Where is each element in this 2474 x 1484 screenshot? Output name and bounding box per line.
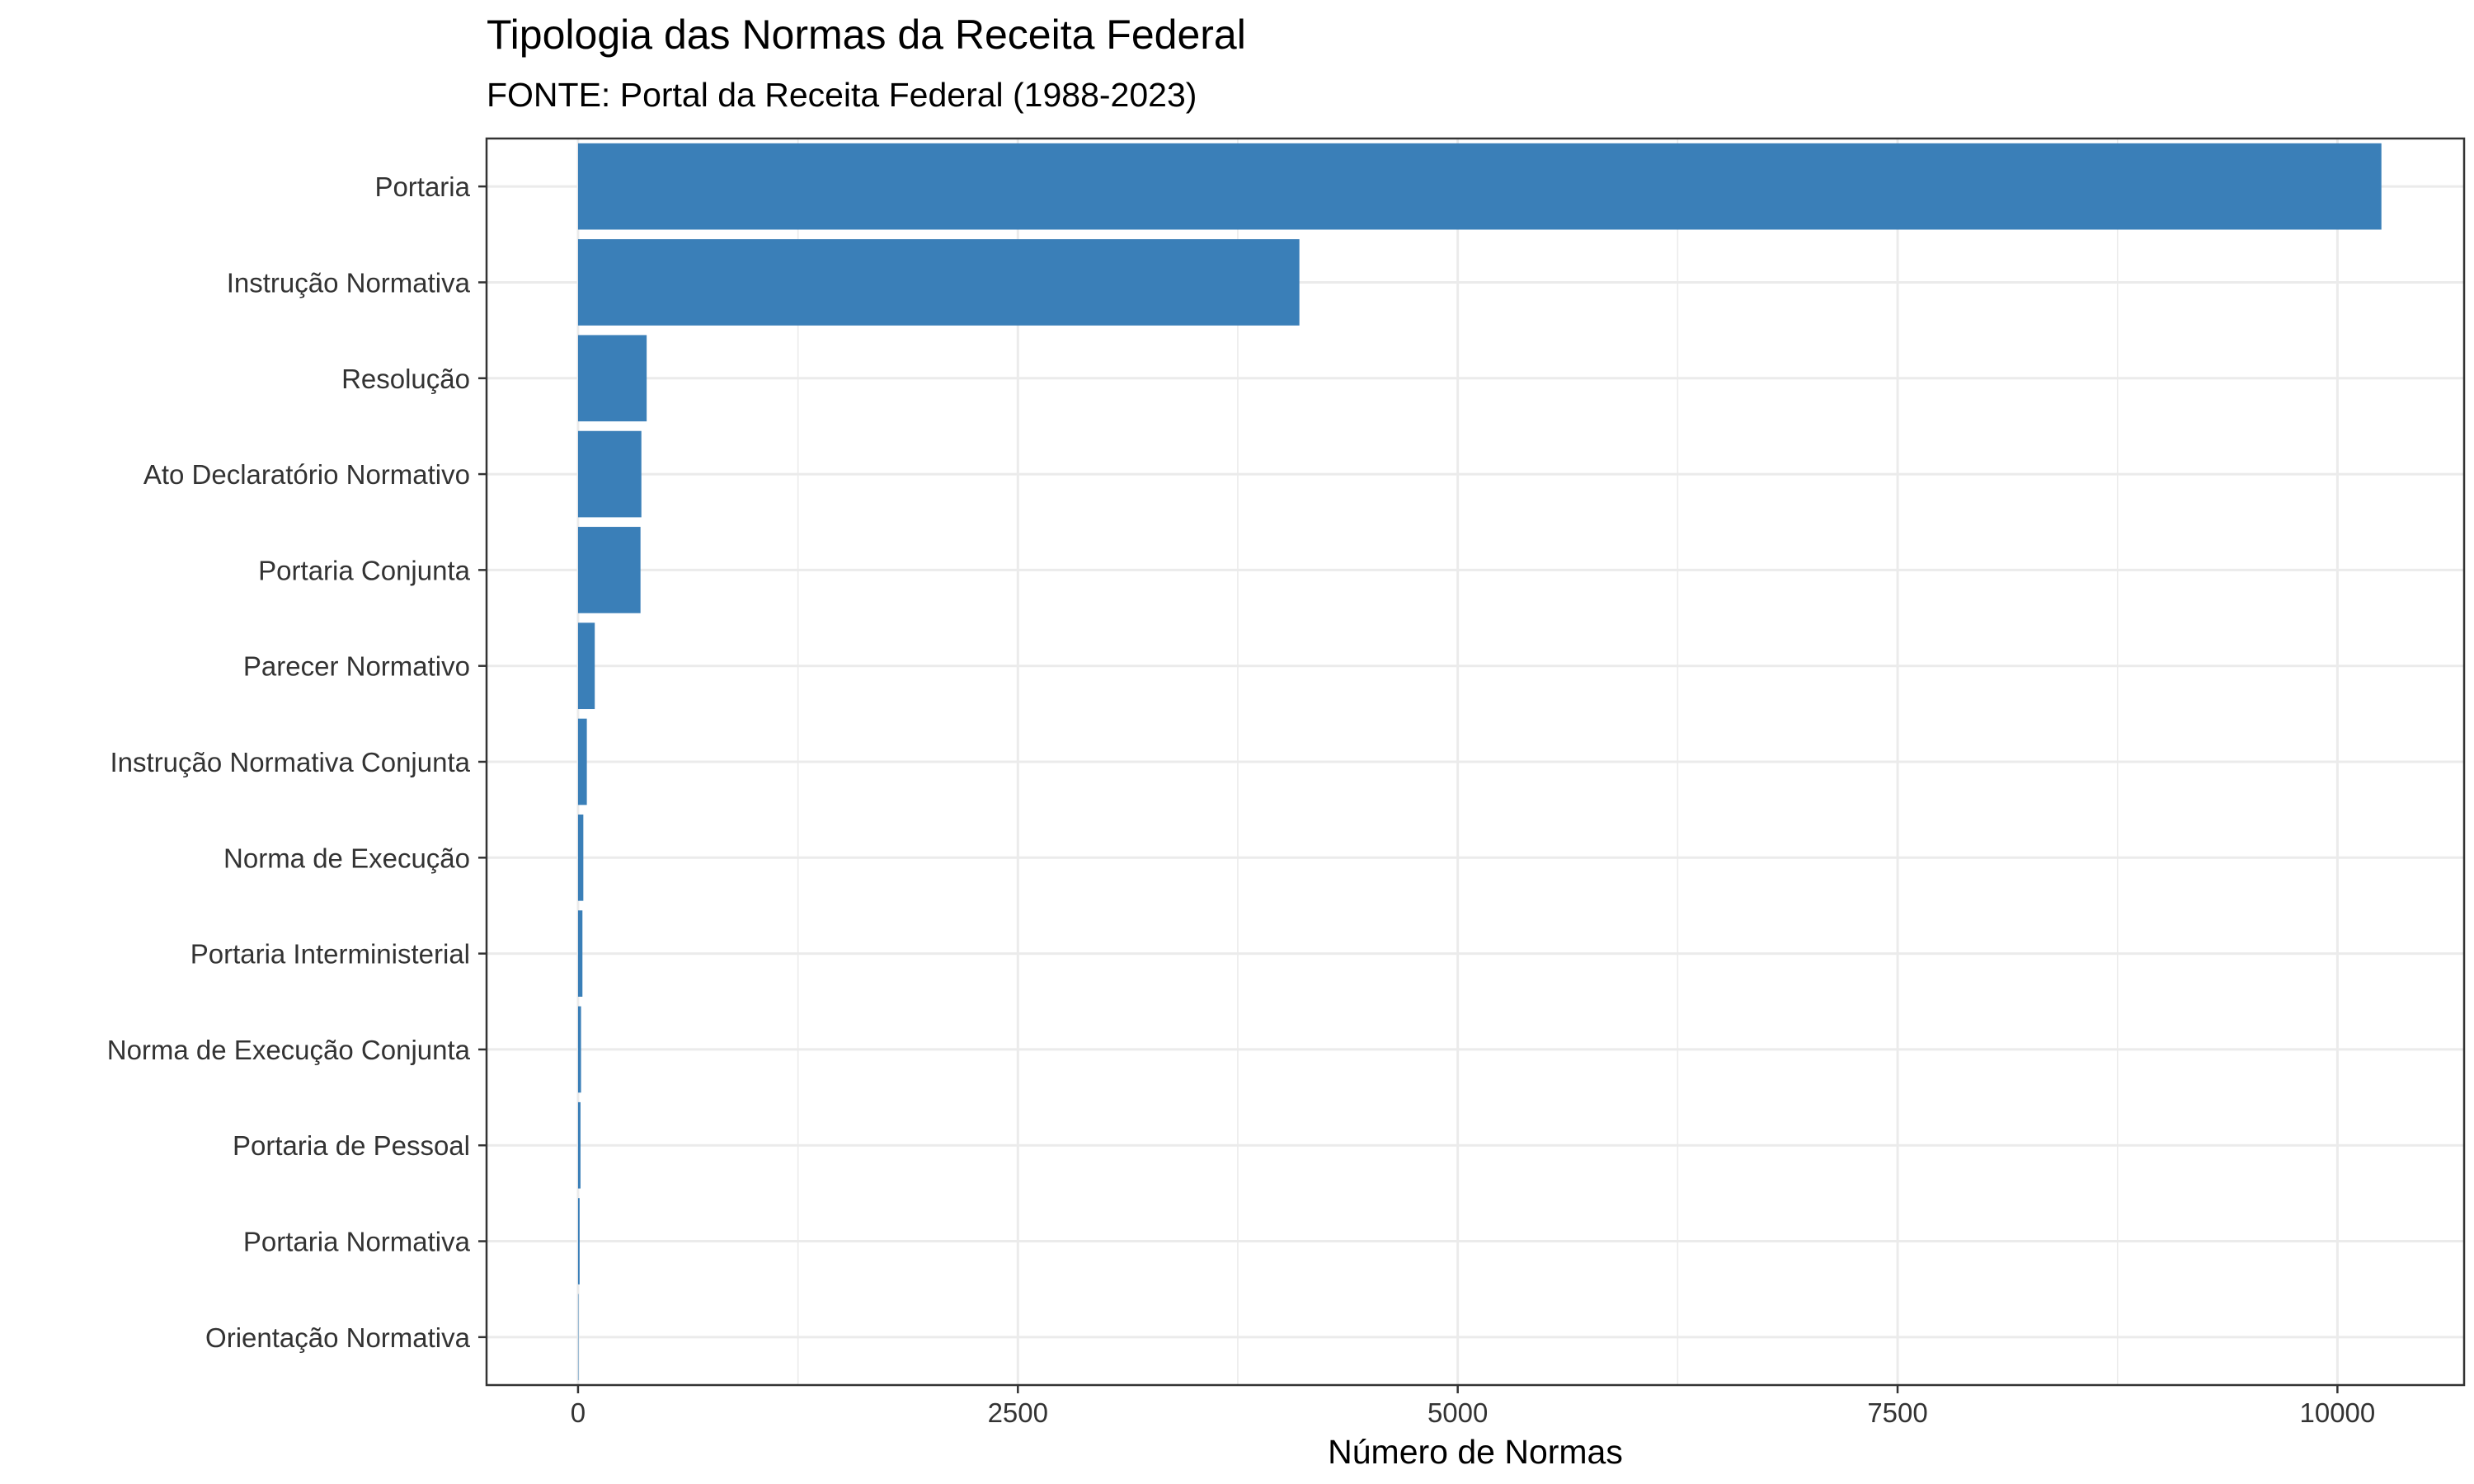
- bar: [577, 718, 587, 805]
- bar: [577, 814, 584, 901]
- y-tick-label: Portaria Conjunta: [258, 555, 470, 585]
- x-tick-label: 0: [571, 1397, 586, 1428]
- x-tick-label: 5000: [1427, 1397, 1488, 1428]
- y-tick-label: Norma de Execução: [223, 843, 470, 873]
- bar: [577, 1101, 581, 1189]
- y-tick-label: Ato Declaratório Normativo: [143, 459, 470, 490]
- y-tick-label: Resolução: [341, 364, 470, 394]
- y-tick-label: Parecer Normativo: [243, 651, 470, 682]
- x-axis-title: Número de Normas: [1328, 1433, 1623, 1471]
- y-tick-label: Instrução Normativa: [227, 267, 471, 298]
- bar: [577, 143, 2382, 230]
- bar: [577, 910, 583, 997]
- y-tick-label: Portaria de Pessoal: [233, 1130, 470, 1161]
- y-tick-label: Norma de Execução Conjunta: [107, 1035, 471, 1065]
- x-tick-label: 10000: [2300, 1397, 2376, 1428]
- bar: [577, 1198, 580, 1284]
- chart-title: Tipologia das Normas da Receita Federal: [487, 12, 1246, 58]
- bar: [577, 622, 595, 710]
- bar: [577, 1294, 579, 1381]
- x-tick-label: 7500: [1867, 1397, 1927, 1428]
- plot-area: Portaria Instrução Normativa Resolução Ato …: [107, 137, 2466, 1428]
- bar: [577, 335, 647, 422]
- bar: [577, 430, 642, 518]
- bar: [577, 239, 1300, 326]
- x-tick-label: 2500: [988, 1397, 1048, 1428]
- y-tick-label: Instrução Normativa Conjunta: [110, 747, 470, 777]
- y-tick-label: Portaria Interministerial: [190, 939, 470, 970]
- bar: [577, 1006, 581, 1093]
- y-tick-label: Portaria: [374, 171, 470, 202]
- bar: [577, 527, 641, 613]
- y-tick-label: Portaria Normativa: [243, 1227, 471, 1257]
- chart-subtitle: FONTE: Portal da Receita Federal (1988-2…: [487, 76, 1197, 114]
- y-tick-label: Orientação Normativa: [205, 1322, 471, 1353]
